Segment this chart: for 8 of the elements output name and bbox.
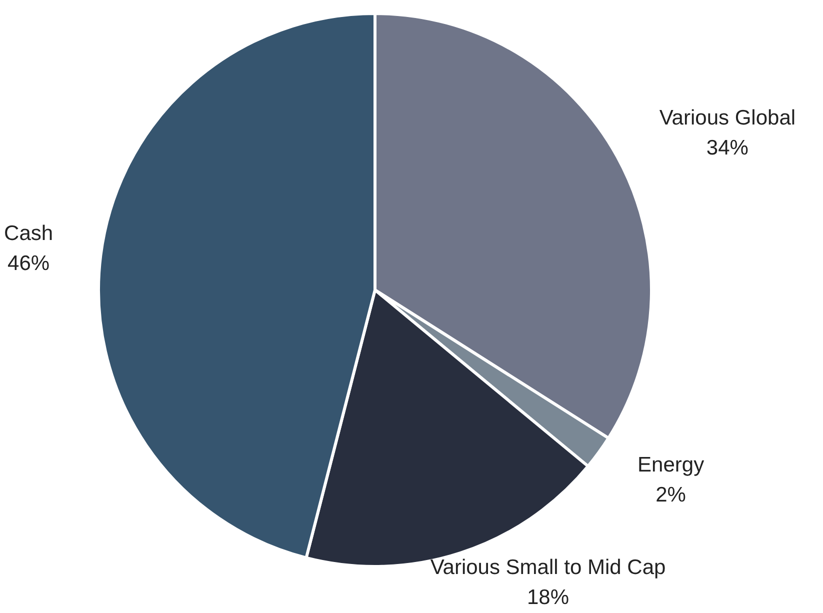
data-label: 34% <box>706 136 748 160</box>
data-label: 2% <box>656 484 686 507</box>
slice-label: Various Small to Mid Cap <box>430 556 666 579</box>
slice-label: Cash <box>4 222 54 246</box>
data-label: 18% <box>526 586 570 609</box>
data-label: 46% <box>8 252 50 276</box>
slice-label: Energy <box>638 454 705 477</box>
slice-label: Various Global <box>659 106 796 130</box>
